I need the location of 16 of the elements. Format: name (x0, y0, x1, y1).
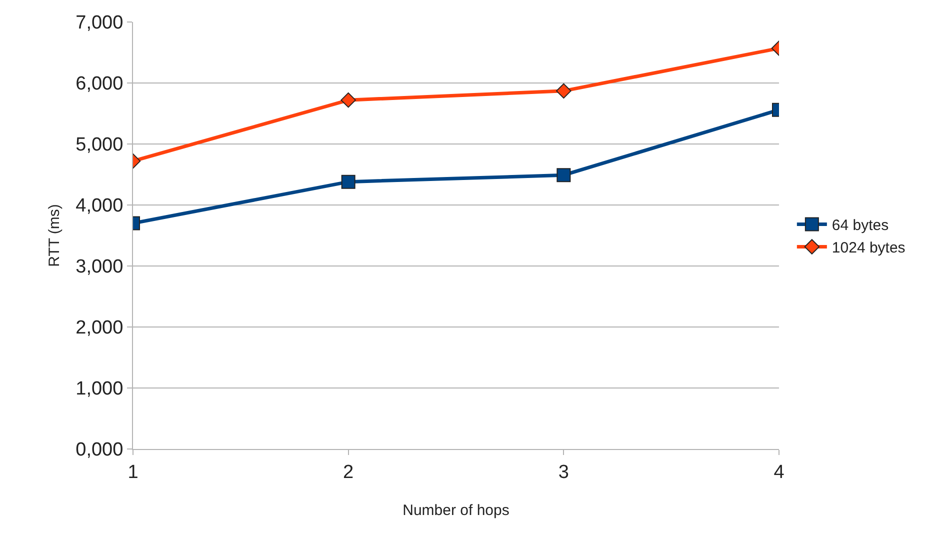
x-axis-title: Number of hops (402, 502, 510, 519)
y-tick-label: 0,000 (76, 440, 124, 461)
y-tick-label: 4,000 (76, 196, 124, 217)
y-tick-label: 5,000 (76, 134, 124, 156)
y-tick-label: 3,000 (76, 256, 124, 278)
y-axis-title: RTT (ms) (46, 204, 63, 267)
x-tick-label: 3 (558, 462, 569, 483)
legend-label: 1024 bytes (832, 240, 906, 257)
x-tick-label: 1 (128, 462, 138, 483)
y-tick-label: 1,000 (76, 378, 124, 400)
y-tick-label: 7,000 (76, 12, 124, 34)
x-tick-label: 2 (343, 462, 354, 483)
y-tick-label: 6,000 (76, 74, 124, 95)
x-tick-label: 4 (774, 462, 785, 483)
legend-label: 64 bytes (832, 217, 889, 234)
y-tick-label: 2,000 (76, 318, 124, 339)
